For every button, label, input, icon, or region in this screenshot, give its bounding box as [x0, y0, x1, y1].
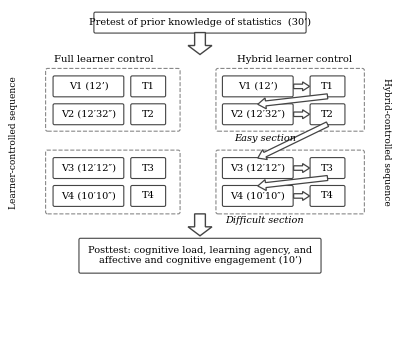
- Text: T1: T1: [142, 82, 155, 91]
- Text: V2 (12′32″): V2 (12′32″): [230, 110, 285, 119]
- FancyBboxPatch shape: [131, 186, 166, 206]
- FancyBboxPatch shape: [310, 104, 345, 125]
- Text: Pretest of prior knowledge of statistics  (30’): Pretest of prior knowledge of statistics…: [89, 18, 311, 27]
- Text: V3 (12′12″): V3 (12′12″): [230, 163, 285, 173]
- Text: Hybrid-controlled sequence: Hybrid-controlled sequence: [382, 78, 391, 206]
- Polygon shape: [294, 82, 310, 91]
- Text: T2: T2: [142, 110, 155, 119]
- Text: T4: T4: [142, 191, 155, 201]
- FancyBboxPatch shape: [94, 12, 306, 33]
- Text: Hybrid learner control: Hybrid learner control: [237, 55, 352, 64]
- FancyBboxPatch shape: [310, 158, 345, 178]
- FancyBboxPatch shape: [222, 104, 293, 125]
- FancyBboxPatch shape: [131, 158, 166, 178]
- Polygon shape: [188, 214, 212, 236]
- Polygon shape: [294, 110, 310, 119]
- Polygon shape: [258, 175, 328, 190]
- Text: Learner-controlled sequence: Learner-controlled sequence: [9, 76, 18, 209]
- Text: V1 (12’): V1 (12’): [238, 82, 278, 91]
- FancyBboxPatch shape: [222, 186, 293, 206]
- Text: Full learner control: Full learner control: [54, 55, 153, 64]
- FancyBboxPatch shape: [53, 158, 124, 178]
- FancyBboxPatch shape: [310, 186, 345, 206]
- Text: V3 (12′12″): V3 (12′12″): [61, 163, 116, 173]
- Text: V4 (10′10″): V4 (10′10″): [230, 191, 285, 201]
- FancyBboxPatch shape: [222, 76, 293, 97]
- Text: Easy section: Easy section: [234, 134, 296, 143]
- FancyBboxPatch shape: [222, 158, 293, 178]
- FancyBboxPatch shape: [79, 238, 321, 273]
- Polygon shape: [294, 191, 310, 201]
- Text: V4 (10′10″): V4 (10′10″): [61, 191, 116, 201]
- Text: T1: T1: [321, 82, 334, 91]
- Text: Posttest: cognitive load, learning agency, and
affective and cognitive engagemen: Posttest: cognitive load, learning agenc…: [88, 246, 312, 265]
- FancyBboxPatch shape: [53, 186, 124, 206]
- Text: V2 (12′32″): V2 (12′32″): [61, 110, 116, 119]
- FancyBboxPatch shape: [53, 76, 124, 97]
- Polygon shape: [258, 94, 328, 109]
- Text: V1 (12’): V1 (12’): [69, 82, 108, 91]
- Polygon shape: [294, 163, 310, 173]
- FancyBboxPatch shape: [310, 76, 345, 97]
- FancyBboxPatch shape: [131, 104, 166, 125]
- Text: Difficult section: Difficult section: [226, 216, 304, 225]
- Text: T2: T2: [321, 110, 334, 119]
- FancyBboxPatch shape: [131, 76, 166, 97]
- FancyBboxPatch shape: [53, 104, 124, 125]
- Polygon shape: [258, 122, 328, 159]
- Polygon shape: [188, 32, 212, 55]
- Text: T4: T4: [321, 191, 334, 201]
- Text: T3: T3: [142, 163, 155, 173]
- Text: T3: T3: [321, 163, 334, 173]
